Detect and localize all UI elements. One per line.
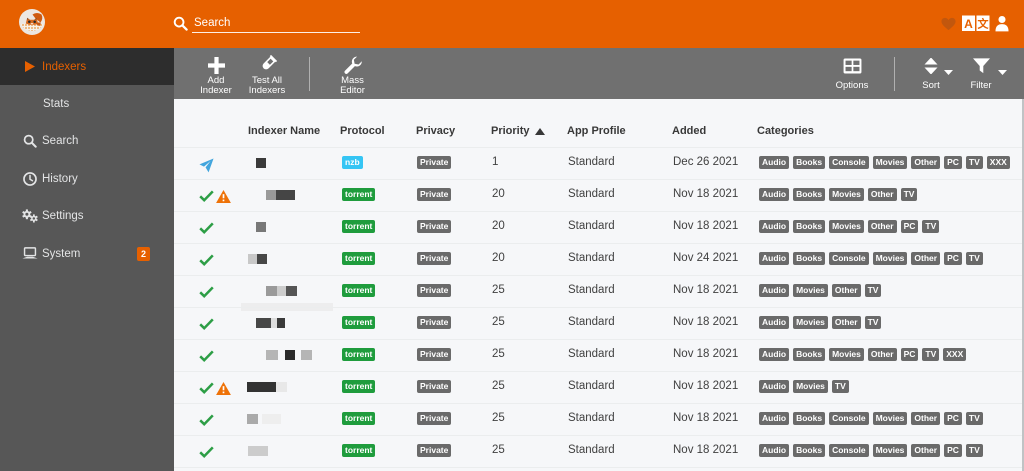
svg-text:A: A <box>964 17 973 31</box>
svg-text:文: 文 <box>978 17 990 31</box>
